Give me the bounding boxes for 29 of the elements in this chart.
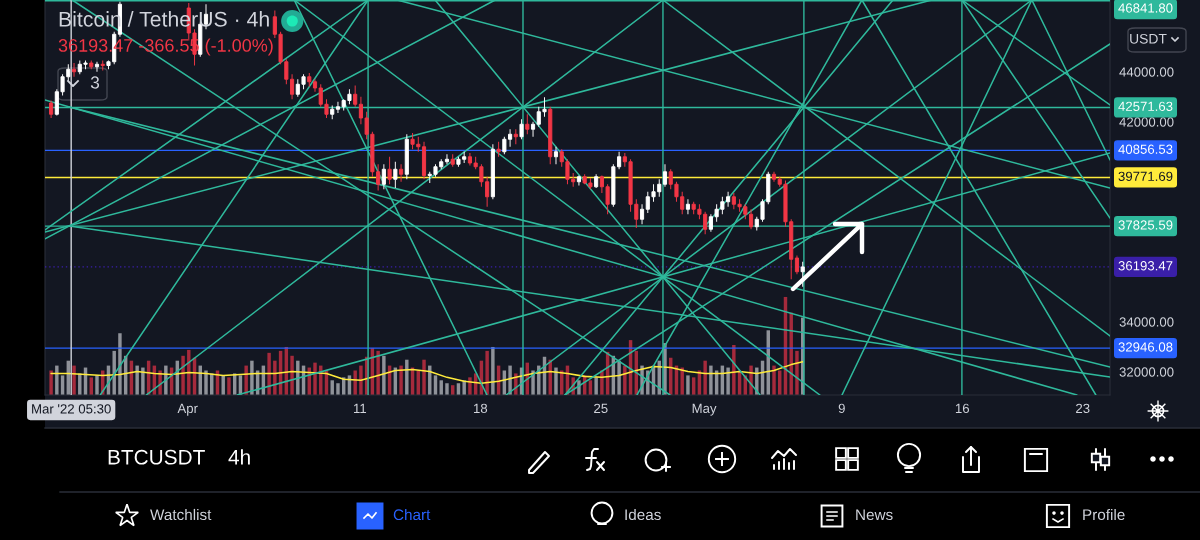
x-tick-label: 25 xyxy=(594,403,608,414)
text: 4h xyxy=(228,449,250,465)
x-tick-label: 18 xyxy=(473,403,488,414)
y-tick-label: 44000.00 xyxy=(1119,67,1174,77)
y-tick-label: 32000.00 xyxy=(1119,367,1174,377)
text: Watchlist xyxy=(150,508,212,521)
text: Chart xyxy=(393,508,431,521)
ref-line-label: 37825.59 xyxy=(1118,220,1173,230)
ref-line-label: 42571.63 xyxy=(1118,101,1173,111)
text: USDT xyxy=(1130,33,1167,44)
ref-line-label: 46841.80 xyxy=(1118,3,1173,13)
ref-line-label: 36193.47 xyxy=(1118,261,1173,271)
x-tick-label: May xyxy=(692,403,717,416)
y-tick-label: 34000.00 xyxy=(1119,317,1174,327)
x-tick-label: 16 xyxy=(955,403,970,414)
ref-line-label: 32946.08 xyxy=(1118,342,1173,352)
x-tick-label: 9 xyxy=(838,403,845,414)
x-tick-label: 23 xyxy=(1076,403,1090,414)
ref-line-label: 40856.53 xyxy=(1118,144,1173,154)
text: News xyxy=(856,509,893,521)
x-tick-label: Apr xyxy=(177,403,198,416)
text: BTCUSDT xyxy=(108,449,205,465)
text: Ideas xyxy=(625,508,661,521)
annotation: 3 xyxy=(90,76,100,89)
text: Profile xyxy=(1083,508,1125,521)
ref-line-label: Mar '22 05:30 xyxy=(32,404,111,414)
ref-line-label: 39771.69 xyxy=(1118,171,1173,181)
x-tick-label: 11 xyxy=(353,403,367,413)
y-tick-label: 42000.00 xyxy=(1119,117,1174,127)
